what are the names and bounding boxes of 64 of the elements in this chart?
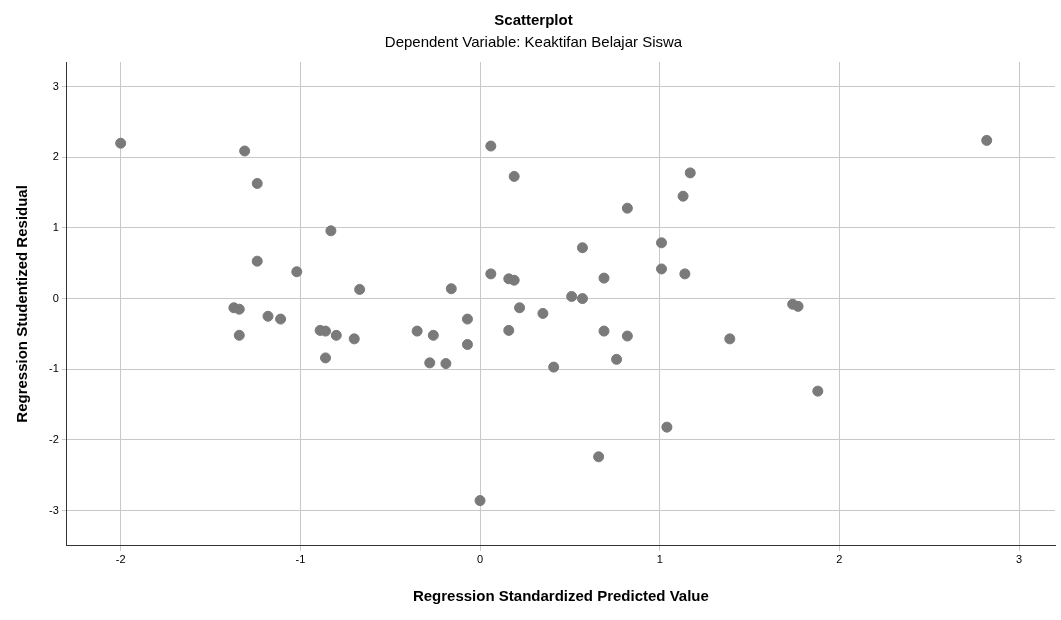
- point: [348, 333, 360, 345]
- point: [275, 313, 287, 325]
- chart-title: Scatterplot: [494, 11, 573, 29]
- point: [239, 145, 251, 157]
- point: [320, 352, 332, 364]
- y-tick-label: 1: [52, 221, 59, 234]
- point: [427, 329, 439, 341]
- x-tick-label: -1: [295, 553, 306, 566]
- point: [514, 302, 526, 314]
- y-tick-label: -2: [49, 432, 59, 445]
- point: [598, 325, 610, 337]
- point: [576, 293, 588, 305]
- point: [354, 283, 366, 295]
- point: [485, 268, 497, 280]
- point: [411, 325, 423, 337]
- point: [576, 242, 588, 254]
- y-tick-label: 2: [52, 150, 59, 163]
- point: [621, 330, 633, 342]
- point: [661, 421, 673, 433]
- point: [792, 300, 804, 312]
- point: [656, 237, 668, 249]
- y-axis-title: Regression Studentized Residual: [13, 185, 31, 423]
- point: [593, 451, 605, 463]
- point: [548, 361, 560, 373]
- y-tick-label: 0: [52, 291, 59, 304]
- point: [291, 266, 303, 278]
- y-tick-label: -1: [49, 362, 59, 375]
- point: [461, 313, 473, 325]
- point: [251, 177, 263, 189]
- point: [812, 385, 824, 397]
- x-tick-label: 3: [1016, 553, 1023, 566]
- y-tick-label: 3: [52, 79, 59, 92]
- point: [115, 137, 127, 149]
- point: [724, 333, 736, 345]
- point: [679, 268, 691, 280]
- x-axis-title: Regression Standardized Predicted Value: [412, 587, 709, 605]
- point: [503, 324, 515, 336]
- x-tick-label: -2: [115, 553, 126, 566]
- point: [445, 283, 457, 295]
- point: [537, 307, 549, 319]
- x-tick-label: 0: [476, 553, 484, 566]
- point: [262, 310, 274, 322]
- point: [325, 225, 337, 237]
- point: [424, 357, 436, 369]
- point: [656, 263, 668, 275]
- point: [566, 290, 578, 302]
- point: [461, 339, 473, 351]
- point: [508, 170, 520, 182]
- chart-subtitle: Dependent Variable: Keaktifan Belajar Siswa: [384, 33, 683, 51]
- point: [611, 353, 623, 365]
- point: [474, 495, 486, 507]
- x-tick-label: 2: [836, 553, 843, 566]
- point: [598, 272, 610, 284]
- point: [677, 190, 689, 202]
- point: [621, 202, 633, 214]
- point: [485, 140, 497, 152]
- point: [330, 329, 342, 341]
- point: [233, 329, 245, 341]
- point: [440, 358, 452, 370]
- point: [981, 134, 993, 146]
- y-tick-label: -3: [49, 503, 59, 516]
- point: [251, 255, 263, 267]
- point: [684, 167, 696, 179]
- x-tick-label: 1: [656, 553, 663, 566]
